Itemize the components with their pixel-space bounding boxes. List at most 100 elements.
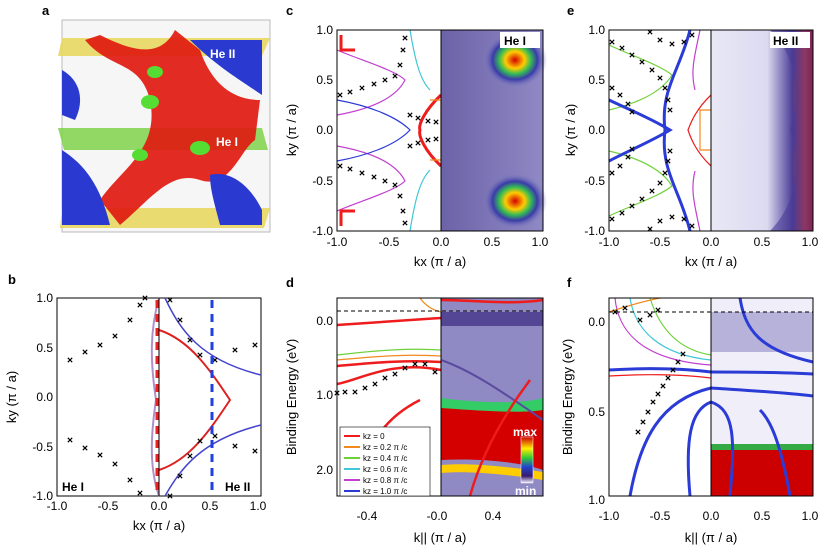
panel-label-a: a <box>42 3 50 18</box>
ylabel-e: ky (π / a) <box>563 104 578 156</box>
green-pocket-3 <box>190 141 210 155</box>
tick-b-x3: 0.5 <box>202 499 219 513</box>
plot-b <box>56 295 262 499</box>
tick-c-y4: -1.0 <box>312 224 333 238</box>
legend-label-1: kz = 0.2 π /c <box>363 443 407 452</box>
legend-box <box>339 426 431 497</box>
tick-b-x2: 0.0 <box>151 499 168 513</box>
tick-c-y0: 1.0 <box>316 23 333 37</box>
tick-b-x1: -0.5 <box>98 499 119 513</box>
legend-label-4: kz = 0.8 π /c <box>363 476 407 485</box>
tick-b-x4: 1.0 <box>250 499 267 513</box>
tick-d-y2: 2.0 <box>316 463 333 477</box>
legend-d: kz = 0 kz = 0.2 π /c kz = 0.4 π /c kz = … <box>339 426 431 497</box>
tick-b-y0: 1.0 <box>36 291 53 305</box>
fermi-surface-3d <box>58 19 271 233</box>
ylabel-f: Binding Energy (eV) <box>560 339 575 455</box>
legend-label-3: kz = 0.6 π /c <box>363 465 407 474</box>
contour-e-orange <box>699 109 711 151</box>
tick-f-x0: -1.0 <box>599 509 620 523</box>
colorbar-max: max <box>513 425 537 439</box>
plot-f <box>608 297 814 497</box>
tick-c-y2: 0.0 <box>316 123 333 137</box>
band-d-red-arpes-top <box>440 298 544 304</box>
tick-e-y0: 1.0 <box>588 23 605 37</box>
panel-e: e He II -1.0 -0.5 0.0 0.5 1.0 1 <box>563 3 819 269</box>
tick-b-x0: -1.0 <box>47 499 68 513</box>
panel-f: f -1.0 -0.5 0.0 <box>560 275 819 545</box>
green-pocket-1 <box>147 66 163 78</box>
colorbar-gradient <box>520 436 534 484</box>
tag-b-he1: He I <box>62 480 84 494</box>
band-d-red-1 <box>336 316 442 327</box>
blue-lobe-l <box>62 70 81 120</box>
tick-d-y1: 1.0 <box>316 388 333 402</box>
tick-d-x1: -0.0 <box>427 509 448 523</box>
blue-lobe-br <box>210 174 262 225</box>
tick-e-y3: -0.5 <box>584 174 605 188</box>
arpes-d-green-edge <box>441 398 543 412</box>
tick-c-x0: -1.0 <box>327 235 348 249</box>
band-d-red-arpes <box>468 379 532 497</box>
tick-f-y1: 0.5 <box>588 405 605 419</box>
contour-e-purple <box>692 29 701 232</box>
plot-e <box>608 29 814 232</box>
panel-c: c He I -1.0 -0.5 0.0 0.5 1.0 1. <box>284 3 549 269</box>
tick-c-x2: 0.0 <box>433 235 450 249</box>
tick-e-y2: 0.0 <box>588 123 605 137</box>
ylabel-b: ky (π / a) <box>4 371 19 423</box>
xlabel-e: kx (π / a) <box>685 254 737 269</box>
tag-b-he2: He II <box>225 480 250 494</box>
contour-e-red <box>687 94 712 167</box>
panel-d: d max min <box>284 275 544 545</box>
tick-f-x4: 1.0 <box>802 509 819 523</box>
arpes-f-red-region <box>711 448 813 496</box>
contour-c-cyan <box>409 29 431 232</box>
tick-f-y2: 1.0 <box>588 493 605 507</box>
blue-lobe-bl <box>62 150 110 225</box>
tick-c-x3: 0.5 <box>484 235 501 249</box>
band-f-blue-arpes-1 <box>710 370 814 376</box>
arpes-d-top-band <box>441 312 543 326</box>
tick-f-y0: 0.0 <box>588 315 605 329</box>
tick-e-x1: -0.5 <box>650 235 671 249</box>
band-f-blue-arpes-3 <box>738 297 814 364</box>
frame-c <box>336 29 544 232</box>
panel-label-f: f <box>567 275 572 290</box>
calc-e <box>609 30 711 231</box>
legend-label-2: kz = 0.4 π /c <box>363 454 407 463</box>
tick-b-y2: 0.0 <box>36 390 53 404</box>
tick-e-x0: -1.0 <box>599 235 620 249</box>
legend-label-0: kz = 0 <box>363 432 385 441</box>
arpes-e-purple-arc <box>770 30 813 231</box>
tick-e-y1: 0.5 <box>588 73 605 87</box>
contour-e-blue-outer <box>662 29 692 232</box>
contour-c-red <box>418 93 443 168</box>
arpes-d-yellow-edge <box>441 464 543 480</box>
blue-lobe-tr <box>190 40 262 95</box>
tick-f-x1: -0.5 <box>650 509 671 523</box>
tag-e: He II <box>773 34 798 48</box>
ylabel-d: Binding Energy (eV) <box>284 339 299 455</box>
band-d-dispersion-1 <box>440 359 544 421</box>
contour-c-blue <box>336 99 411 162</box>
tick-e-x2: 0.0 <box>703 235 720 249</box>
tick-f-x2: 0.0 <box>703 509 720 523</box>
panel-label-b: b <box>8 272 16 287</box>
tick-b-y4: -1.0 <box>32 489 53 503</box>
calc-c <box>337 30 441 231</box>
xlabel-f: k|| (π / a) <box>685 530 738 545</box>
xlabel-b: kx (π / a) <box>133 518 185 533</box>
arpes-f-top-band <box>711 312 813 352</box>
tick-d-x0: -0.4 <box>357 509 378 523</box>
tick-c-y1: 0.5 <box>316 73 333 87</box>
arpes-f-green-edge <box>711 444 813 450</box>
panel-label-e: e <box>567 3 574 18</box>
xlabel-c: kx (π / a) <box>414 254 466 269</box>
plot-c <box>336 29 547 232</box>
tick-f-x3: 0.5 <box>754 509 771 523</box>
tag-c: He I <box>504 34 526 48</box>
tick-d-x2: 0.4 <box>485 509 502 523</box>
band-f-blue-3 <box>686 400 712 497</box>
legend-label-5: kz = 1.0 π /c <box>363 487 407 496</box>
